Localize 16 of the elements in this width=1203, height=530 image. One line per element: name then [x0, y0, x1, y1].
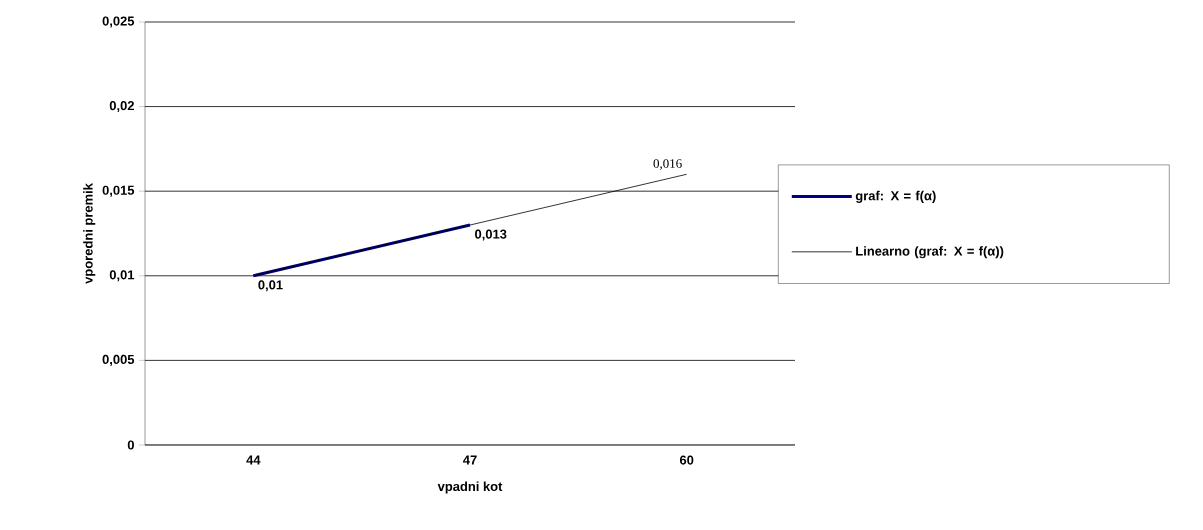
x-tick-label: 47 [463, 455, 477, 465]
y-tick-label: 0,015 [102, 185, 135, 197]
data-label: 0,016 [653, 159, 682, 170]
y-tick-label: 0,005 [102, 354, 135, 366]
y-tick-label: 0,01 [109, 270, 135, 282]
x-axis-title: vpadni kot [437, 481, 503, 494]
y-tick-label: 0,025 [102, 16, 135, 28]
data-label: 0,013 [475, 229, 507, 241]
data-label: 0,01 [258, 280, 283, 292]
legend-label: Linearno (graf: X = f(α)) [856, 246, 1004, 259]
y-axis-title: vporedni premik [83, 183, 96, 284]
x-tick-label: 60 [679, 455, 694, 465]
y-tick-label: 0,02 [109, 101, 134, 113]
legend-label: graf: X = f(α) [855, 190, 936, 203]
y-tick-label: 0 [127, 440, 134, 450]
x-tick-label: 44 [246, 455, 261, 465]
